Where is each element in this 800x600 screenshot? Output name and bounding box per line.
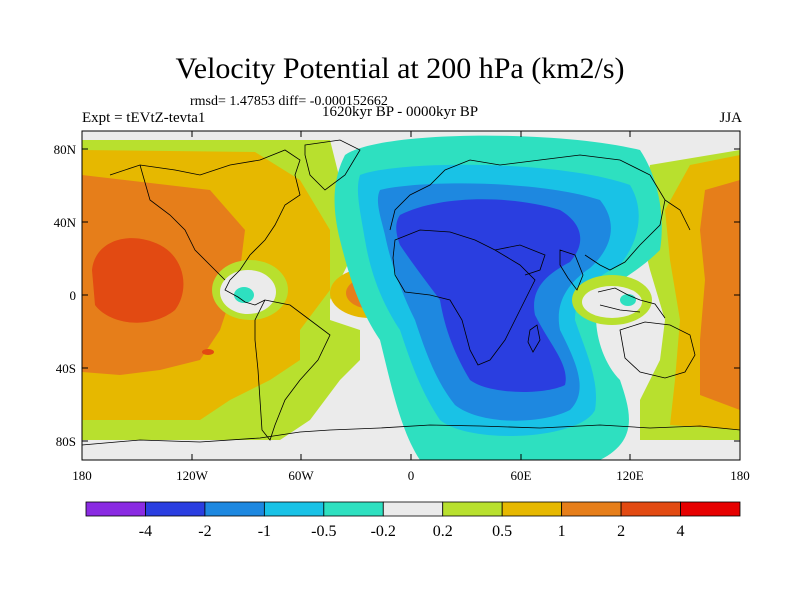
colorbar-swatch (323, 501, 384, 517)
colorbar-swatch (501, 501, 563, 517)
contour-field (82, 131, 740, 460)
lon-label: 180 (72, 468, 92, 483)
colorbar-label: 4 (677, 523, 685, 540)
lat-label: 80S (56, 434, 76, 449)
colorbar-swatch (680, 501, 741, 517)
plot-title: Velocity Potential at 200 hPa (km2/s) (175, 52, 625, 85)
season-label: JJA (719, 110, 742, 126)
colorbar-label: -4 (139, 523, 152, 540)
colorbar-label: -0.2 (371, 523, 396, 540)
lon-label: 180 (730, 468, 750, 483)
colorbar: -4 -2 -1 -0.5 -0.2 0.2 0.5 1 2 4 (85, 501, 741, 540)
period-label: 1620kyr BP - 0000kyr BP (322, 104, 479, 120)
colorbar-swatch (204, 501, 265, 517)
coastlines (82, 139, 740, 446)
lon-label: 0 (408, 468, 415, 483)
colorbar-swatch (145, 501, 206, 517)
colorbar-swatch (561, 501, 622, 517)
lon-label: 120W (176, 468, 209, 483)
pos-max-region-west (92, 238, 184, 323)
colorbar-label: -1 (258, 523, 271, 540)
lon-label: 60E (511, 468, 532, 483)
colorbar-label: 0.2 (433, 523, 453, 540)
colorbar-label: -2 (198, 523, 211, 540)
colorbar-label: -0.5 (311, 523, 336, 540)
colorbar-swatch (85, 501, 146, 517)
lat-label: 40N (54, 215, 77, 230)
lon-label: 60W (288, 468, 314, 483)
lat-label: 0 (70, 288, 77, 303)
mc-ring-neg-core (620, 294, 636, 306)
colorbar-swatch (442, 501, 503, 517)
colorbar-swatch (382, 501, 444, 517)
pos-strong-region-east (700, 180, 740, 410)
pos-max-spot (202, 349, 214, 355)
colorbar-label: 1 (558, 523, 566, 540)
rmsd-diff-stats: rmsd= 1.47853 diff= -0.000152662 (190, 94, 388, 109)
colorbar-swatch (263, 501, 325, 517)
lon-label: 120E (616, 468, 644, 483)
lat-label: 40S (56, 361, 76, 376)
colorbar-swatch (620, 501, 681, 517)
experiment-label: Expt = tEVtZ-tevta1 (82, 110, 206, 126)
tick-marks (81, 131, 741, 460)
colorbar-label: 2 (617, 523, 625, 540)
ring-neg-core (234, 287, 254, 303)
colorbar-label: 0.5 (492, 523, 512, 540)
mc-ring-neutral (582, 286, 642, 318)
lat-label: 80N (54, 142, 77, 157)
neg-max-region (396, 199, 581, 392)
